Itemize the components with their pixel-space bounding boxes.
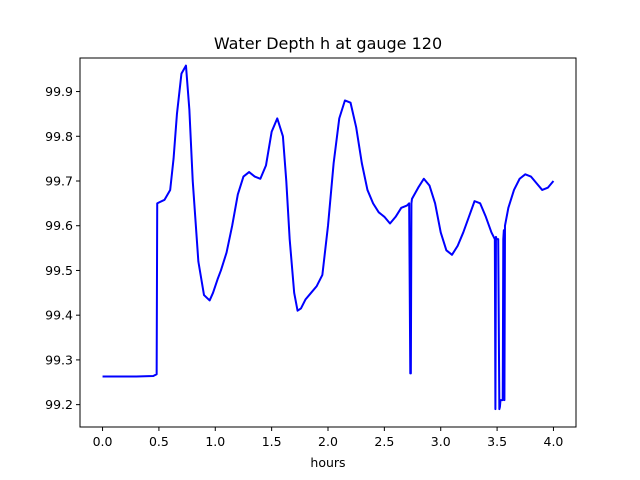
- x-tick-label: 3.0: [431, 434, 451, 449]
- x-axis-label: hours: [310, 455, 345, 470]
- y-tick-label: 99.7: [45, 174, 73, 189]
- series-line: [102, 64, 555, 411]
- x-tick-label: 2.5: [374, 434, 394, 449]
- y-tick-label: 99.3: [45, 352, 73, 367]
- y-tick-label: 99.9: [45, 84, 73, 99]
- y-tick-label: 99.8: [45, 129, 73, 144]
- x-tick-label: 0.0: [93, 434, 113, 449]
- y-tick-label: 99.4: [45, 308, 73, 323]
- series-group: [102, 64, 555, 411]
- plot-frame: [79, 57, 577, 428]
- y-tick-label: 99.5: [45, 263, 73, 278]
- x-tick-label: 0.5: [149, 434, 169, 449]
- x-tick-label: 1.0: [205, 434, 225, 449]
- x-tick-label: 3.5: [487, 434, 507, 449]
- x-tick-label: 4.0: [544, 434, 564, 449]
- y-tick-label: 99.2: [45, 397, 73, 412]
- chart-title: Water Depth h at gauge 120: [214, 34, 442, 53]
- axis-ticks: 0.0 0.5 1.0 1.5 2.0 2.5 3.0 3.5 4.0 99.2 99.3 99.4 9…: [45, 84, 563, 449]
- y-tick-label: 99.6: [45, 218, 73, 233]
- x-tick-label: 2.0: [318, 434, 338, 449]
- x-tick-label: 1.5: [262, 434, 282, 449]
